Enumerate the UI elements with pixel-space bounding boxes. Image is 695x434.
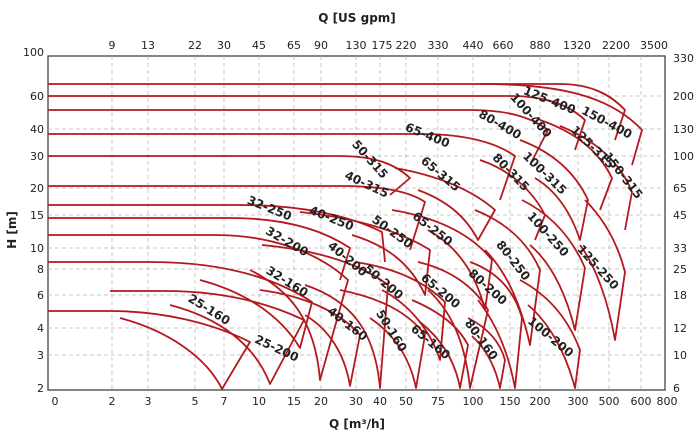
- curve-32-160: [48, 261, 313, 349]
- top-tick-label: 30: [217, 39, 231, 52]
- left-tick-label: 60: [30, 90, 44, 103]
- top-tick-label: 45: [252, 39, 266, 52]
- curve-40-160: [259, 289, 361, 387]
- curve-150-400: [48, 83, 643, 166]
- curve-25-160: [48, 310, 251, 390]
- right-tick-label: 6: [673, 382, 680, 395]
- right-tick-label: 130: [673, 123, 694, 136]
- curve-150-315: [559, 125, 633, 231]
- top-tick-label: 1320: [563, 39, 591, 52]
- top-tick-label: 9: [109, 39, 116, 52]
- curve-100-400: [48, 95, 586, 151]
- right-tick-label: 12: [673, 322, 687, 335]
- top-tick-label: 22: [188, 39, 202, 52]
- x-top-axis-title: Q [US gpm]: [318, 11, 396, 25]
- curve-32-250: [48, 217, 351, 281]
- top-tick-label: 3500: [640, 39, 668, 52]
- bottom-tick-label: 30: [349, 395, 363, 408]
- left-tick-label: 100: [23, 46, 44, 59]
- top-tick-label: 440: [463, 39, 484, 52]
- right-tick-label: 45: [673, 209, 687, 222]
- right-tick-label: 33: [673, 242, 687, 255]
- bottom-tick-label: 0: [52, 395, 59, 408]
- curve-65-200: [417, 261, 489, 389]
- top-tick-label: 880: [530, 39, 551, 52]
- left-tick-label: 20: [30, 182, 44, 195]
- bottom-tick-label: 7: [221, 395, 228, 408]
- top-tick-label: 90: [314, 39, 328, 52]
- left-tick-label: 4: [37, 322, 44, 335]
- bottom-tick-label: 5: [192, 395, 199, 408]
- left-tick-label: 8: [37, 263, 44, 276]
- bottom-tick-label: 10: [252, 395, 266, 408]
- bottom-tick-label: 3: [145, 395, 152, 408]
- top-tick-label: 2200: [602, 39, 630, 52]
- bottom-tick-label: 75: [431, 395, 445, 408]
- left-tick-label: 15: [30, 209, 44, 222]
- bottom-tick-label: 100: [463, 395, 484, 408]
- right-tick-label: 25: [673, 263, 687, 276]
- y-right-ticks: 6 10 12 18 25 33 45 65 100 130 200 330: [673, 52, 694, 395]
- curve-100-200: [519, 279, 581, 389]
- x-top-ticks: 9 13 22 30 45 65 90 130 175 220 330 440 660 880 1320 22…: [109, 39, 669, 52]
- right-tick-label: 200: [673, 90, 694, 103]
- right-tick-label: 18: [673, 289, 687, 302]
- performance-curves: [48, 83, 643, 390]
- curve-100-250: [521, 199, 586, 331]
- curve-65-400: [48, 133, 516, 201]
- top-tick-label: 175: [372, 39, 393, 52]
- curve-40-200: [261, 244, 389, 389]
- curve-80-250: [474, 209, 541, 346]
- right-tick-label: 65: [673, 182, 687, 195]
- curve-65-160: [411, 299, 469, 389]
- x-bottom-axis-title: Q [m³/h]: [329, 417, 385, 431]
- curve-65-315: [394, 167, 496, 241]
- bottom-tick-label: 150: [500, 395, 521, 408]
- curve-50-250: [299, 211, 431, 296]
- curve-40-315: [48, 185, 426, 251]
- top-tick-label: 13: [141, 39, 155, 52]
- bottom-tick-label: 50: [399, 395, 413, 408]
- bottom-tick-label: 200: [530, 395, 551, 408]
- curve-80-200: [469, 261, 523, 389]
- curve-125-250: [579, 199, 626, 341]
- top-tick-label: 330: [428, 39, 449, 52]
- curve-80-160: [467, 317, 506, 389]
- curve-80-400: [48, 109, 549, 166]
- left-tick-label: 3: [37, 349, 44, 362]
- bottom-tick-label: 500: [599, 395, 620, 408]
- curve-50-160: [339, 289, 426, 389]
- curve-50-200: [354, 261, 446, 361]
- bottom-tick-label: 600: [631, 395, 652, 408]
- right-tick-label: 10: [673, 349, 687, 362]
- bottom-tick-label: 2: [109, 395, 116, 408]
- curve-100-315: [519, 139, 589, 241]
- curve-125-400: [480, 83, 626, 141]
- right-tick-label: 330: [673, 52, 694, 65]
- curve-125-315: [539, 119, 613, 211]
- y-left-axis-title: H [m]: [5, 211, 19, 249]
- top-tick-label: 660: [493, 39, 514, 52]
- left-tick-label: 6: [37, 289, 44, 302]
- left-tick-label: 10: [30, 242, 44, 255]
- bottom-tick-label: 800: [657, 395, 678, 408]
- x-bottom-ticks: 0 2 3 5 7 10 15 20 30 40 50 75 100 150 200 300 500 600 800: [52, 395, 678, 408]
- top-tick-label: 220: [396, 39, 417, 52]
- curve-50-315: [48, 155, 411, 196]
- right-tick-label: 100: [673, 150, 694, 163]
- bottom-tick-label: 15: [287, 395, 301, 408]
- y-left-ticks: 2 3 4 6 8 10 15 20 30 40 60 100: [23, 46, 44, 395]
- top-tick-label: 65: [287, 39, 301, 52]
- bottom-tick-label: 40: [373, 395, 387, 408]
- bottom-tick-label: 20: [314, 395, 328, 408]
- curve-65-250: [391, 209, 493, 311]
- plot-frame: [47, 55, 666, 391]
- bottom-tick-label: 300: [568, 395, 589, 408]
- left-tick-label: 30: [30, 150, 44, 163]
- left-tick-label: 2: [37, 382, 44, 395]
- top-tick-label: 130: [346, 39, 367, 52]
- curve-40-250: [48, 204, 386, 263]
- left-tick-label: 40: [30, 123, 44, 136]
